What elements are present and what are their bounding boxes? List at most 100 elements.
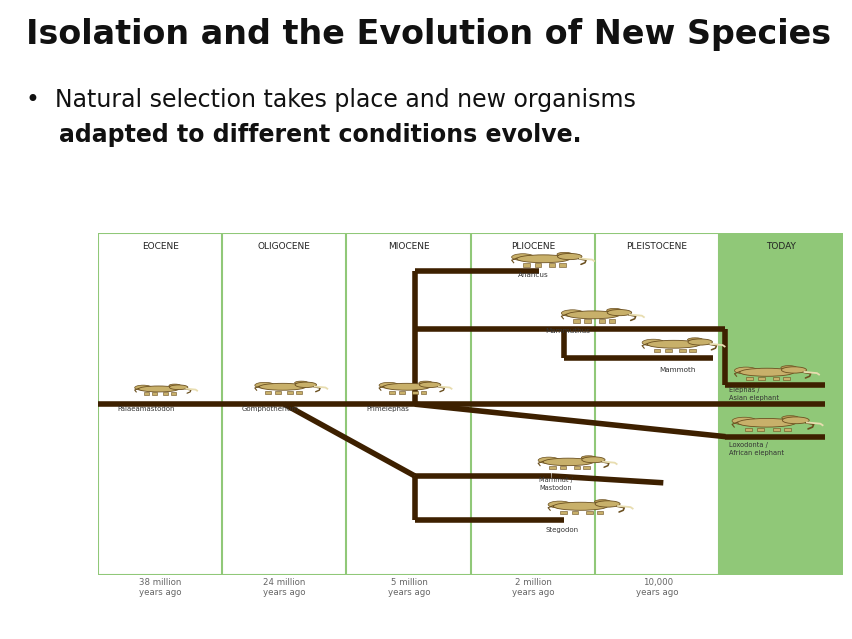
Bar — [758, 377, 765, 380]
Text: Stegodon: Stegodon — [545, 527, 579, 532]
Bar — [665, 349, 671, 352]
Bar — [523, 263, 530, 266]
Ellipse shape — [548, 501, 571, 508]
Text: 24 million
years ago: 24 million years ago — [263, 578, 306, 597]
Ellipse shape — [557, 254, 582, 259]
Text: EOCENE: EOCENE — [141, 242, 179, 250]
Bar — [550, 466, 556, 470]
Text: Mammuthus: Mammuthus — [545, 328, 590, 334]
Ellipse shape — [259, 383, 306, 390]
Text: TODAY: TODAY — [767, 242, 797, 250]
Text: PLIOCENE: PLIOCENE — [510, 242, 555, 250]
Bar — [400, 390, 405, 394]
Ellipse shape — [383, 383, 430, 390]
Ellipse shape — [782, 417, 809, 424]
Ellipse shape — [512, 254, 534, 261]
Bar — [412, 390, 417, 394]
Ellipse shape — [170, 385, 187, 390]
Text: 38 million
years ago: 38 million years ago — [139, 578, 181, 597]
Ellipse shape — [295, 382, 317, 387]
Ellipse shape — [581, 456, 596, 459]
Ellipse shape — [642, 339, 665, 346]
Ellipse shape — [517, 255, 570, 263]
Ellipse shape — [561, 310, 584, 316]
Ellipse shape — [553, 502, 607, 511]
Ellipse shape — [169, 384, 181, 387]
Text: Mammut /: Mammut / — [539, 477, 573, 482]
Ellipse shape — [782, 416, 798, 420]
Text: MIOCENE: MIOCENE — [388, 242, 429, 250]
Bar — [152, 392, 157, 395]
Ellipse shape — [781, 367, 807, 373]
Bar — [560, 466, 567, 470]
Text: 10,000
years ago: 10,000 years ago — [636, 578, 679, 597]
Bar — [783, 377, 790, 380]
Text: Mastodon: Mastodon — [539, 484, 572, 491]
Bar — [421, 390, 427, 394]
Bar — [573, 466, 580, 470]
Bar — [599, 320, 605, 323]
Bar — [746, 377, 753, 380]
Bar — [287, 390, 293, 394]
Bar — [757, 427, 764, 431]
Bar — [586, 511, 593, 514]
Ellipse shape — [419, 382, 440, 387]
Bar — [653, 349, 660, 352]
Ellipse shape — [582, 457, 605, 463]
Bar — [389, 390, 395, 394]
Text: OLIGOCENE: OLIGOCENE — [258, 242, 311, 250]
Ellipse shape — [255, 382, 274, 389]
Ellipse shape — [781, 366, 797, 370]
Ellipse shape — [379, 382, 399, 389]
Bar — [745, 427, 752, 431]
Bar — [559, 263, 566, 266]
Text: adapted to different conditions evolve.: adapted to different conditions evolve. — [26, 123, 581, 147]
Bar — [560, 511, 567, 514]
Bar — [534, 263, 541, 266]
Ellipse shape — [688, 338, 703, 342]
Text: Gomphotherium: Gomphotherium — [242, 406, 299, 412]
Text: 2 million
years ago: 2 million years ago — [512, 578, 555, 597]
Ellipse shape — [295, 381, 308, 385]
Ellipse shape — [607, 309, 622, 312]
Ellipse shape — [567, 311, 619, 319]
Ellipse shape — [734, 367, 757, 374]
Ellipse shape — [648, 341, 700, 348]
Bar — [573, 320, 579, 323]
Bar — [549, 263, 556, 266]
Bar — [584, 320, 591, 323]
Bar — [143, 392, 148, 395]
Text: Mammoth: Mammoth — [659, 367, 696, 373]
Bar — [163, 392, 168, 395]
Text: African elephant: African elephant — [729, 450, 784, 456]
Ellipse shape — [740, 368, 794, 376]
Bar — [265, 390, 271, 394]
Text: Loxodonta /: Loxodonta / — [729, 442, 768, 449]
Ellipse shape — [419, 381, 432, 385]
Bar — [773, 427, 780, 431]
Bar — [275, 390, 281, 394]
Bar — [572, 511, 579, 514]
Text: Palaeamastodon: Palaeamastodon — [118, 406, 176, 412]
Ellipse shape — [607, 309, 631, 316]
Bar — [679, 349, 686, 352]
Bar — [719, 233, 843, 575]
Ellipse shape — [557, 252, 573, 256]
Ellipse shape — [538, 457, 560, 463]
Bar — [689, 349, 696, 352]
Text: Anancus: Anancus — [518, 272, 549, 277]
Text: •  Natural selection takes place and new organisms: • Natural selection takes place and new … — [26, 88, 636, 112]
Ellipse shape — [135, 385, 152, 390]
Bar — [608, 320, 615, 323]
Bar — [596, 511, 603, 514]
Bar — [773, 377, 780, 380]
Ellipse shape — [688, 339, 712, 345]
Bar — [584, 466, 590, 470]
Ellipse shape — [732, 417, 757, 424]
Bar — [296, 390, 302, 394]
Bar — [170, 392, 176, 395]
Ellipse shape — [595, 501, 620, 507]
Ellipse shape — [139, 386, 179, 392]
Text: Asian elephant: Asian elephant — [729, 395, 780, 401]
Ellipse shape — [738, 419, 796, 427]
